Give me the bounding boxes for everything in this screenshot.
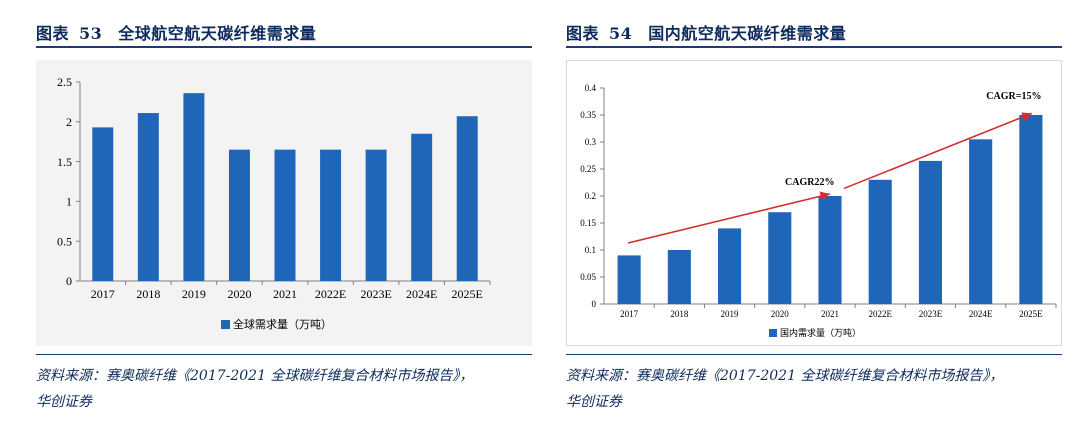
y-tick-label: 2.5 <box>57 75 72 89</box>
y-tick-label: 0.2 <box>585 191 596 201</box>
title-text: 全球航空航天碳纤维需求量 <box>118 24 317 43</box>
title-prefix: 图表 <box>566 24 600 43</box>
source-line-2: 华创证券 <box>36 394 92 410</box>
bar <box>868 179 892 304</box>
y-tick-label: 0 <box>66 274 72 288</box>
trend-arrow-2 <box>843 112 1033 190</box>
y-tick-label: 1.5 <box>57 155 72 169</box>
x-tick-label: 2021 <box>821 309 839 319</box>
y-tick-label: 0.3 <box>585 137 597 147</box>
x-tick-label: 2022E <box>868 309 892 319</box>
bar <box>617 255 641 304</box>
y-tick-label: 0.4 <box>585 83 597 93</box>
bar-chart-global: 0 0.5 1 1.5 2 2.5 2017 2018 2019 2020 2021 2022E 202… <box>57 75 491 331</box>
x-tick-label: 2017 <box>91 287 115 301</box>
plot-area: 0 0.5 1 1.5 2 2.5 2017 2018 2019 2020 2021 2022E 202… <box>36 60 532 346</box>
legend-label: 全球需求量（万吨） <box>233 317 332 331</box>
bar <box>411 133 433 281</box>
source-line-2: 华创证券 <box>566 394 622 410</box>
source-note: 资料来源：赛奥碳纤维《2017-2021 全球碳纤维复合材料市场报告》， 华创证… <box>36 363 532 415</box>
chart-title: 图表 54 国内航空航天碳纤维需求量 <box>566 20 846 44</box>
x-tick-label: 2024E <box>969 309 993 319</box>
x-tick-label: 2019 <box>182 287 206 301</box>
title-rule <box>36 46 532 48</box>
title-number: 54 <box>609 24 633 43</box>
y-tick-label: 0.05 <box>580 272 596 282</box>
bar <box>456 116 478 281</box>
bar <box>92 127 114 281</box>
y-tick-label: 1 <box>66 195 72 209</box>
x-tick-label: 2024E <box>406 287 437 301</box>
bar <box>183 93 205 281</box>
plot-area: 0 0.05 0.1 0.15 0.2 0.25 0.3 0.35 0.4 2017 2018 201… <box>566 60 1062 346</box>
bar <box>667 250 691 304</box>
x-tick-label: 2025E <box>452 287 483 301</box>
y-tick-label: 0.1 <box>585 245 596 255</box>
bar <box>718 228 742 304</box>
source-rule <box>36 354 532 355</box>
bar <box>137 113 159 281</box>
x-tick-label: 2018 <box>670 309 689 319</box>
trend-arrow-1 <box>627 191 831 244</box>
y-tick-label: 2 <box>66 115 72 129</box>
x-tick-label: 2018 <box>136 287 160 301</box>
source-line-1: 资料来源：赛奥碳纤维《2017-2021 全球碳纤维复合材料市场报告》， <box>566 368 1004 384</box>
title-rule <box>566 46 1062 48</box>
x-tick-label: 2025E <box>1019 309 1043 319</box>
bar <box>1019 115 1043 304</box>
title-number: 53 <box>79 24 103 43</box>
bar <box>274 149 296 281</box>
y-tick-label: 0 <box>592 299 597 309</box>
annotation-cagr-2: CAGR=15% <box>986 91 1041 102</box>
title-text: 国内航空航天碳纤维需求量 <box>648 24 847 43</box>
x-tick-label: 2023E <box>919 309 943 319</box>
legend-swatch <box>769 329 777 337</box>
x-tick-label: 2020 <box>227 287 251 301</box>
chart-title: 图表 53 全球航空航天碳纤维需求量 <box>36 20 316 44</box>
y-tick-label: 0.5 <box>57 234 72 248</box>
y-tick-label: 0.25 <box>580 164 596 174</box>
x-tick-label: 2022E <box>315 287 346 301</box>
bar <box>818 196 842 304</box>
bar <box>969 139 993 304</box>
legend-swatch <box>221 320 230 329</box>
x-tick-label: 2021 <box>273 287 297 301</box>
bar <box>365 149 387 281</box>
x-tick-label: 2019 <box>721 309 740 319</box>
y-tick-label: 0.35 <box>580 110 596 120</box>
source-line-1: 资料来源：赛奥碳纤维《2017-2021 全球碳纤维复合材料市场报告》， <box>36 368 474 384</box>
x-tick-label: 2017 <box>620 309 639 319</box>
x-tick-label: 2023E <box>360 287 391 301</box>
source-note: 资料来源：赛奥碳纤维《2017-2021 全球碳纤维复合材料市场报告》， 华创证… <box>566 363 1062 415</box>
bar <box>320 149 342 281</box>
bar <box>918 160 942 304</box>
annotation-cagr-1: CAGR22% <box>785 177 834 188</box>
bar <box>768 212 792 304</box>
x-tick-label: 2020 <box>771 309 790 319</box>
legend-label: 国内需求量（万吨） <box>780 327 861 338</box>
source-rule <box>566 354 1062 355</box>
y-tick-label: 0.15 <box>580 218 596 228</box>
bar-chart-domestic: 0 0.05 0.1 0.15 0.2 0.25 0.3 0.35 0.4 2017 2018 201… <box>580 83 1057 338</box>
title-prefix: 图表 <box>36 24 70 43</box>
bar <box>228 149 250 281</box>
